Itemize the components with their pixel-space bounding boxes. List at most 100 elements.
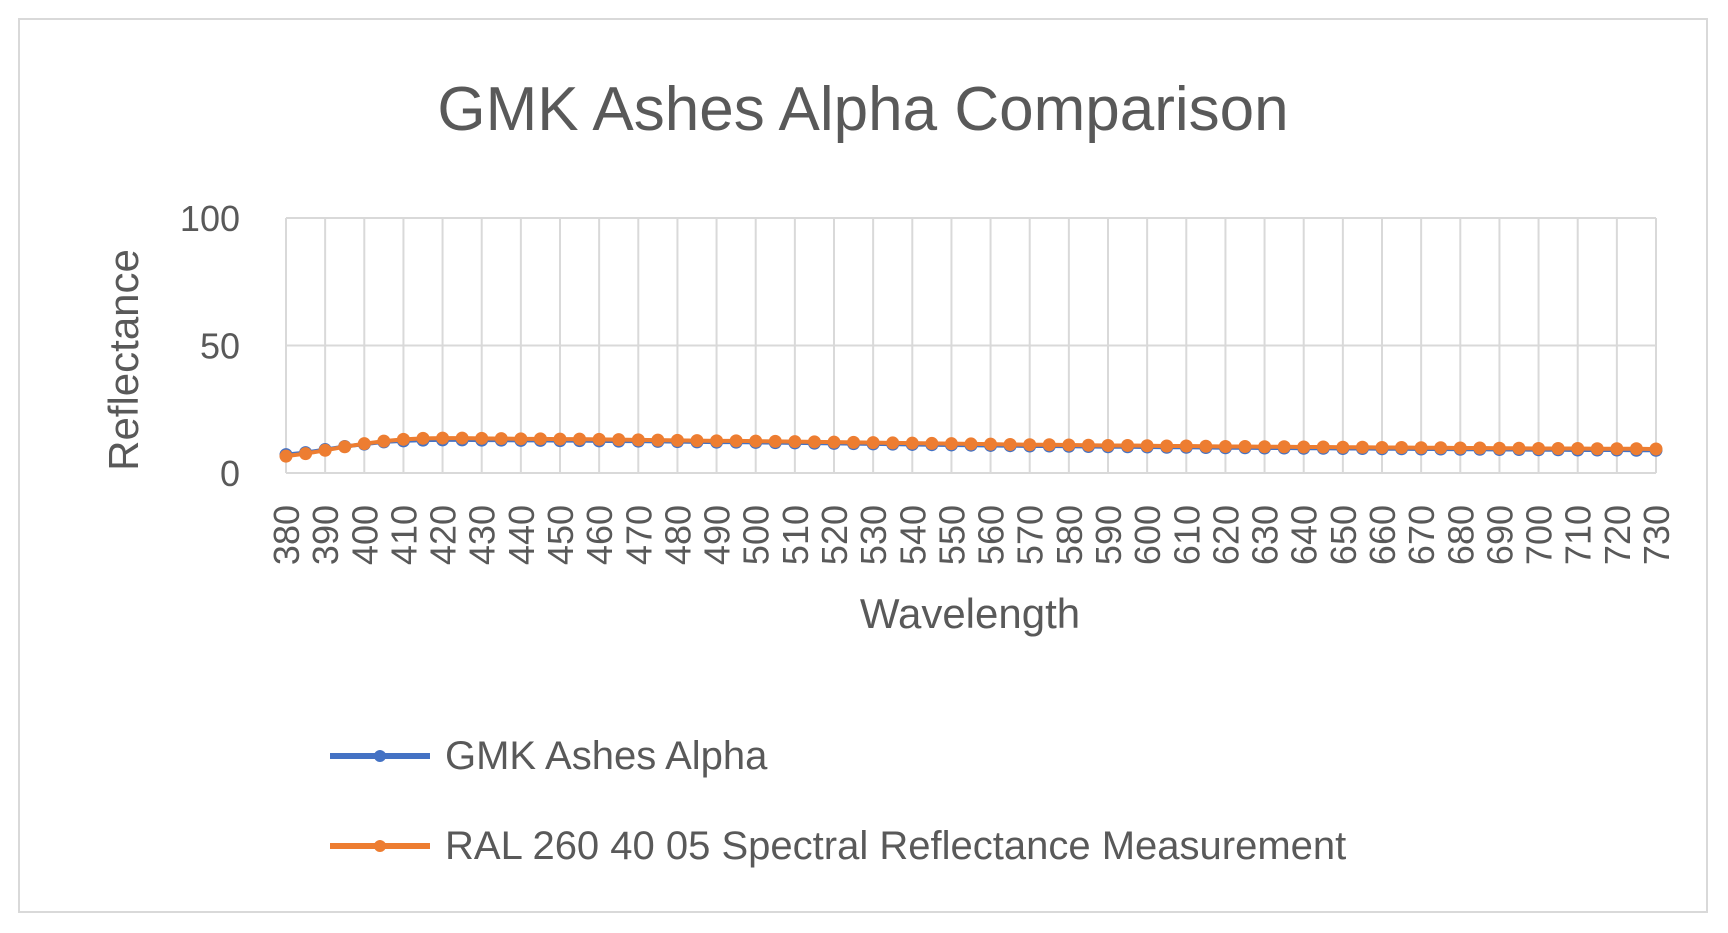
legend: GMK Ashes Alpha RAL 260 40 05 Spectral R…: [330, 734, 1346, 868]
data-point: [1473, 441, 1487, 455]
x-tick-label-520: 520: [814, 505, 855, 565]
data-point: [357, 437, 371, 451]
data-point: [670, 433, 684, 447]
data-point: [1649, 442, 1663, 456]
data-point: [651, 433, 665, 447]
data-point: [279, 449, 293, 463]
x-tick-label-400: 400: [344, 505, 385, 565]
data-point: [807, 435, 821, 449]
data-point: [1590, 442, 1604, 456]
x-tick-label-560: 560: [971, 505, 1012, 565]
y-tick-label-50: 50: [200, 326, 240, 367]
data-point: [1610, 442, 1624, 456]
data-point: [1081, 438, 1095, 452]
x-tick-label-510: 510: [775, 505, 816, 565]
x-tick-label-500: 500: [736, 505, 777, 565]
series-2: [279, 431, 1663, 463]
data-point: [1101, 438, 1115, 452]
x-tick-label-460: 460: [579, 505, 620, 565]
y-tick-labels: 0 50 100: [180, 198, 240, 494]
x-tick-label-640: 640: [1284, 505, 1325, 565]
x-tick-label-450: 450: [540, 505, 581, 565]
legend-marker-1: [374, 750, 386, 762]
y-axis-label: Reflectance: [100, 249, 147, 471]
data-point: [1316, 440, 1330, 454]
data-point: [377, 434, 391, 448]
data-point: [1062, 438, 1076, 452]
data-point: [749, 434, 763, 448]
data-point: [1003, 437, 1017, 451]
data-point: [573, 432, 587, 446]
legend-item-2: RAL 260 40 05 Spectral Reflectance Measu…: [330, 824, 1346, 868]
data-point: [710, 434, 724, 448]
data-point: [886, 436, 900, 450]
x-tick-label-580: 580: [1049, 505, 1090, 565]
data-point: [416, 431, 430, 445]
x-tick-labels: 3803904004104204304404504604704804905005…: [266, 505, 1677, 565]
x-tick-label-680: 680: [1440, 505, 1481, 565]
x-tick-label-620: 620: [1205, 505, 1246, 565]
x-tick-label-660: 660: [1362, 505, 1403, 565]
x-tick-label-710: 710: [1558, 505, 1599, 565]
data-point: [1375, 441, 1389, 454]
x-tick-label-480: 480: [657, 505, 698, 565]
data-point: [768, 434, 782, 448]
series-layer: [279, 431, 1663, 463]
legend-label-2: RAL 260 40 05 Spectral Reflectance Measu…: [445, 824, 1346, 868]
data-point: [905, 436, 919, 450]
legend-marker-2: [374, 840, 386, 852]
y-tick-label-0: 0: [220, 453, 240, 494]
y-tick-label-100: 100: [180, 198, 240, 239]
data-point: [1218, 439, 1232, 453]
x-tick-label-440: 440: [501, 505, 542, 565]
data-point: [455, 431, 469, 445]
chart-frame: [18, 18, 1708, 913]
data-point: [1551, 442, 1565, 456]
x-tick-label-590: 590: [1088, 505, 1129, 565]
data-point: [827, 435, 841, 449]
data-point: [436, 431, 450, 445]
grid-layer: [285, 217, 1657, 474]
data-point: [553, 432, 567, 446]
x-tick-label-610: 610: [1166, 505, 1207, 565]
data-point: [338, 440, 352, 454]
data-point: [788, 435, 802, 449]
x-tick-label-600: 600: [1127, 505, 1168, 565]
data-point: [847, 435, 861, 449]
x-tick-label-730: 730: [1636, 505, 1677, 565]
data-point: [612, 433, 626, 447]
data-point: [1453, 441, 1467, 455]
data-point: [1629, 442, 1643, 456]
x-tick-label-490: 490: [697, 505, 738, 565]
data-point: [475, 431, 489, 445]
x-tick-label-720: 720: [1597, 505, 1638, 565]
data-point: [533, 432, 547, 446]
chart-title: GMK Ashes Alpha Comparison: [437, 75, 1288, 144]
data-point: [1258, 440, 1272, 454]
data-point: [1179, 439, 1193, 453]
x-tick-label-410: 410: [383, 505, 424, 565]
x-tick-label-380: 380: [266, 505, 307, 565]
data-point: [1492, 441, 1506, 455]
x-tick-label-700: 700: [1519, 505, 1560, 565]
data-point: [1121, 438, 1135, 452]
data-point: [1277, 440, 1291, 454]
data-point: [984, 437, 998, 451]
x-tick-label-690: 690: [1479, 505, 1520, 565]
data-point: [1395, 441, 1409, 454]
x-tick-label-550: 550: [931, 505, 972, 565]
x-tick-label-630: 630: [1245, 505, 1286, 565]
x-tick-label-420: 420: [423, 505, 464, 565]
data-point: [1434, 441, 1448, 455]
data-point: [1512, 441, 1526, 455]
data-point: [299, 447, 313, 461]
data-point: [1023, 438, 1037, 452]
data-point: [1355, 440, 1369, 454]
legend-item-1: GMK Ashes Alpha: [330, 734, 768, 778]
data-point: [631, 433, 645, 447]
x-tick-label-670: 670: [1401, 505, 1442, 565]
x-tick-label-430: 430: [462, 505, 503, 565]
data-point: [866, 436, 880, 450]
data-point: [1336, 440, 1350, 454]
